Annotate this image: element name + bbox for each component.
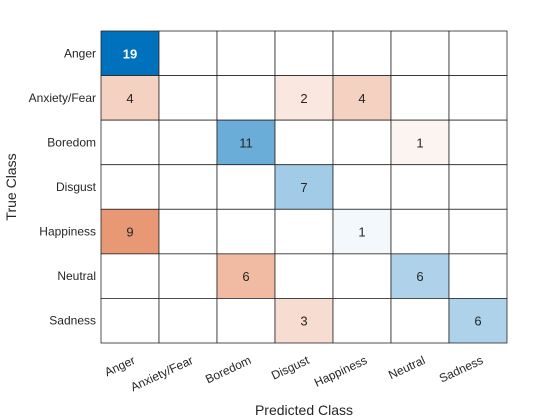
matrix-cell xyxy=(158,75,218,121)
matrix-cell xyxy=(158,253,218,299)
matrix-cell xyxy=(274,298,334,344)
matrix-cell xyxy=(448,298,508,344)
cell-value-label: 7 xyxy=(300,180,307,195)
matrix-cell xyxy=(216,164,276,210)
x-axis-label: Predicted Class xyxy=(255,402,353,418)
cell-value-label: 4 xyxy=(358,91,365,106)
matrix-cell xyxy=(448,164,508,210)
matrix-cell xyxy=(448,119,508,166)
cell-value-label: 6 xyxy=(242,269,249,284)
cell-value-label: 9 xyxy=(126,225,133,240)
matrix-cell xyxy=(390,208,450,255)
matrix-cell xyxy=(216,75,276,121)
cell-value-label: 19 xyxy=(123,46,137,61)
matrix-cell xyxy=(100,119,160,166)
x-tick-label: Anxiety/Fear xyxy=(128,353,195,394)
matrix-cell xyxy=(158,30,218,76)
cell-value-label: 3 xyxy=(300,314,307,329)
matrix-cell xyxy=(216,30,276,76)
matrix-cell xyxy=(448,75,508,121)
y-axis-label: True Class xyxy=(3,153,19,220)
cell-value-label: 6 xyxy=(416,269,423,284)
x-tick-label: Boredom xyxy=(203,353,253,386)
x-tick-label: Happiness xyxy=(312,353,369,390)
matrix-cell xyxy=(274,75,334,121)
x-tick-label: Neutral xyxy=(386,353,427,382)
matrix-cell xyxy=(332,119,392,166)
cell-value-label: 1 xyxy=(416,135,423,150)
x-tick-label: Anger xyxy=(102,353,137,379)
cell-value-label: 4 xyxy=(126,91,133,106)
y-tick-label: Sadness xyxy=(49,314,96,328)
y-tick-label: Disgust xyxy=(56,180,97,194)
y-tick-label: Boredom xyxy=(47,135,96,149)
y-tick-label: Anxiety/Fear xyxy=(29,91,96,105)
matrix-cell xyxy=(158,298,218,344)
matrix-cell xyxy=(216,298,276,344)
matrix-cell xyxy=(158,119,218,166)
matrix-cell xyxy=(448,253,508,299)
matrix-cell xyxy=(448,30,508,76)
cell-value-label: 6 xyxy=(474,314,481,329)
cell-value-label: 2 xyxy=(300,91,307,106)
y-tick-label: Neutral xyxy=(57,269,96,283)
matrix-cell xyxy=(100,253,160,299)
y-tick-label: Anger xyxy=(64,46,96,60)
matrix-cell xyxy=(274,30,334,76)
matrix-cell xyxy=(100,75,160,121)
matrix-cell xyxy=(158,164,218,210)
matrix-cell xyxy=(100,208,160,255)
matrix-cell xyxy=(390,164,450,210)
matrix-cell xyxy=(390,75,450,121)
matrix-cells: 194 2 411 179 16 63 6 xyxy=(100,30,508,344)
matrix-cell xyxy=(448,208,508,255)
matrix-cell xyxy=(390,119,450,166)
matrix-cell xyxy=(274,208,334,255)
matrix-cell xyxy=(332,298,392,344)
matrix-cell xyxy=(100,30,160,76)
matrix-cell xyxy=(332,75,392,121)
matrix-cell xyxy=(100,298,160,344)
y-tick-labels: Anger Anxiety/Fear Boredom Disgust Happiness… xyxy=(29,46,97,327)
cell-value-label: 1 xyxy=(358,225,365,240)
y-tick-label: Happiness xyxy=(39,225,96,239)
matrix-cell xyxy=(274,253,334,299)
matrix-cell xyxy=(216,208,276,255)
matrix-cell xyxy=(274,119,334,166)
matrix-cell xyxy=(158,208,218,255)
matrix-cell xyxy=(216,253,276,299)
matrix-cell xyxy=(100,164,160,210)
matrix-cell xyxy=(390,30,450,76)
cell-value-label: 11 xyxy=(239,135,253,150)
matrix-cell xyxy=(332,253,392,299)
matrix-cell xyxy=(390,298,450,344)
x-tick-label: Disgust xyxy=(269,353,312,383)
x-tick-label: Sadness xyxy=(437,353,485,385)
matrix-cell xyxy=(332,30,392,76)
matrix-cell xyxy=(332,164,392,210)
